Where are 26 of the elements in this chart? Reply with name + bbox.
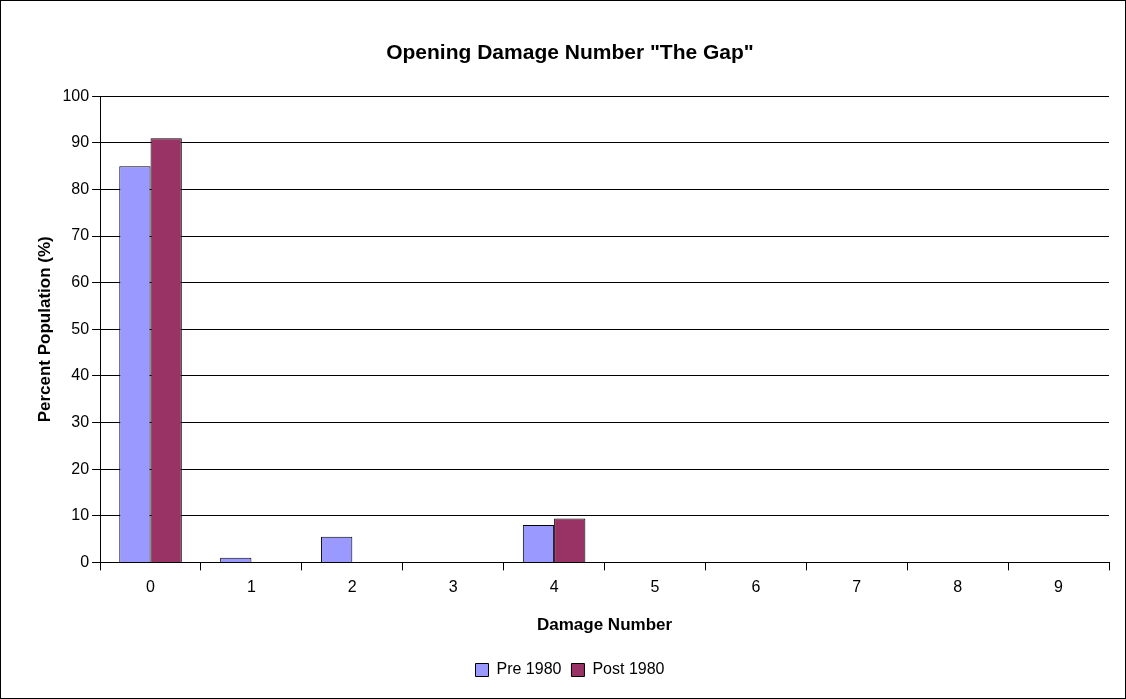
x-axis-title: Damage Number <box>536 615 673 635</box>
x-tick-label: 7 <box>852 578 862 596</box>
x-tick-label: 1 <box>246 578 256 596</box>
y-tick-label: 30 <box>71 412 90 430</box>
x-tick-label: 0 <box>146 578 156 596</box>
y-tick-label: 70 <box>71 226 90 244</box>
y-tick-label: 60 <box>71 273 90 291</box>
x-tick-label: 8 <box>953 578 963 596</box>
y-tick-label: 0 <box>80 552 90 570</box>
y-tick-label: 90 <box>71 133 90 151</box>
y-tick-label: 40 <box>71 366 90 384</box>
x-tick-label: 9 <box>1054 578 1064 596</box>
y-tick-label: 10 <box>71 506 90 524</box>
chart-title: Opening Damage Number "The Gap" <box>386 40 754 64</box>
y-axis-title: Percent Population (%) <box>34 236 54 423</box>
legend-label: Pre 1980 <box>496 660 562 678</box>
y-tick-label: 20 <box>71 459 90 477</box>
x-tick-label: 2 <box>347 578 357 596</box>
legend-label: Post 1980 <box>592 660 665 678</box>
x-tick-label: 5 <box>650 578 660 596</box>
y-tick-label: 50 <box>71 319 90 337</box>
x-tick-label: 3 <box>448 578 458 596</box>
x-tick-label: 4 <box>549 578 559 596</box>
y-tick-label: 100 <box>62 86 90 104</box>
x-tick-label: 6 <box>751 578 761 596</box>
y-tick-label: 80 <box>71 179 90 197</box>
